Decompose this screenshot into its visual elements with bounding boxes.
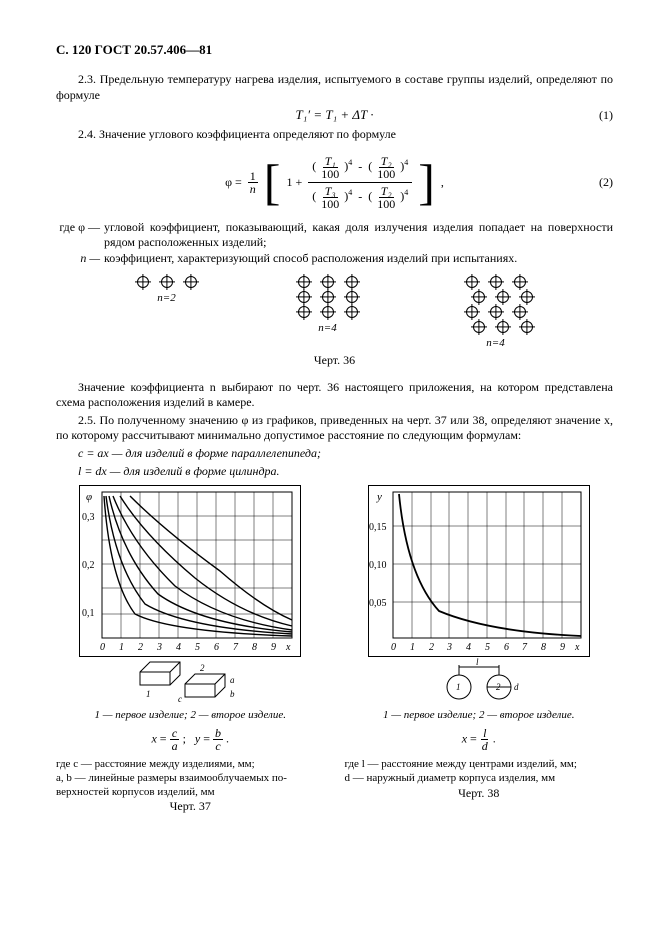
svg-text:x: x: [285, 642, 291, 653]
svg-text:4: 4: [466, 642, 471, 653]
eq2-one: 1 +: [286, 175, 302, 190]
svg-text:0,2: 0,2: [82, 560, 95, 571]
bullet-2: l = dx — для изделий в форме цилиндра.: [56, 464, 613, 480]
svg-text:4: 4: [176, 642, 181, 653]
def-n-label: n —: [56, 251, 104, 267]
def-phi-label: где φ —: [56, 220, 104, 251]
paragraph-2-5: 2.5. По полученному значению φ из график…: [56, 413, 613, 444]
paragraph-2-4: 2.4. Значение углового коэффициента опре…: [56, 127, 613, 143]
svg-text:l: l: [476, 657, 479, 667]
svg-text:0,3: 0,3: [82, 512, 95, 523]
page-header: С. 120 ГОСТ 20.57.406—81: [56, 42, 613, 58]
equation-2: φ = 1 n [ 1 + ( T₁100 )4 - ( T₂100 )4 ( …: [56, 153, 613, 212]
caption-37-pair: 1 — первое изделие; 2 — второе изделие.: [95, 709, 287, 721]
svg-text:1: 1: [119, 642, 124, 653]
def-phi-text: угловой коэффициент, показывающий, какая…: [104, 220, 613, 251]
svg-text:8: 8: [541, 642, 546, 653]
svg-text:6: 6: [504, 642, 509, 653]
figure-37-caption: Черт. 37: [170, 799, 211, 814]
svg-text:2: 2: [138, 642, 143, 653]
svg-text:1: 1: [146, 689, 151, 699]
svg-text:x: x: [574, 642, 580, 653]
figure-36-caption: Черт. 36: [56, 353, 613, 368]
svg-text:0,10: 0,10: [369, 560, 387, 571]
chart-37: φ 0,3 0,2 0,1 0 1 2 3 4 5 6 7 8 9x: [79, 485, 301, 657]
svg-text:2: 2: [200, 663, 205, 673]
eq1-number: (1): [599, 108, 613, 123]
svg-text:0,05: 0,05: [369, 598, 387, 609]
caption-38-pair: 1 — первое изделие; 2 — второе изделие.: [383, 709, 575, 721]
eq2-number: (2): [599, 175, 613, 190]
cluster-n4-grid: n=4: [297, 275, 359, 349]
def-n-text: коэффициент, характеризующий способ расп…: [104, 251, 613, 267]
diagram-37: 1 2 ab c: [130, 657, 250, 707]
svg-text:2: 2: [429, 642, 434, 653]
svg-text:3: 3: [156, 642, 162, 653]
chart-38: y 0,15 0,10 0,05 0 1 2 3 4 5 6 7 8 9x: [368, 485, 590, 657]
eq2-fraction: ( T₁100 )4 - ( T₂100 )4 ( T₃100 )4 - ( T…: [308, 153, 412, 212]
eq2-phi: φ =: [225, 175, 242, 190]
bracket-left-icon: [: [264, 157, 281, 207]
where-37: где c — расстояние между изделиями, мм; …: [56, 758, 325, 799]
svg-text:8: 8: [252, 642, 257, 653]
svg-text:a: a: [230, 675, 235, 685]
where-38: где l — расстояние между центрами издели…: [345, 758, 614, 786]
svg-text:0,1: 0,1: [82, 608, 95, 619]
paragraph-note: Значение коэффициента n выбирают по черт…: [56, 380, 613, 411]
svg-text:y: y: [376, 491, 382, 503]
svg-text:0,15: 0,15: [369, 522, 387, 533]
equation-38: x = ld .: [462, 727, 496, 752]
svg-text:9: 9: [560, 642, 565, 653]
bullet-1: c = ax — для изделий в форме параллелепи…: [56, 446, 613, 462]
figure-36-diagram: n=2 n=4 n=4: [86, 275, 583, 349]
svg-text:c: c: [178, 694, 182, 704]
figure-38-caption: Черт. 38: [458, 786, 499, 801]
svg-text:7: 7: [233, 642, 239, 653]
svg-text:5: 5: [195, 642, 200, 653]
definitions: где φ — угловой коэффициент, показывающи…: [56, 220, 613, 267]
eq2-one-over-n: 1 n: [248, 170, 258, 195]
eq1-text: T₁′ = T₁ + ΔT ·: [295, 107, 373, 123]
column-fig37: φ 0,3 0,2 0,1 0 1 2 3 4 5 6 7 8 9x 1 2: [56, 485, 325, 814]
svg-text:3: 3: [446, 642, 452, 653]
svg-text:0: 0: [100, 642, 105, 653]
cluster-n2: n=2: [136, 275, 198, 349]
svg-text:7: 7: [522, 642, 528, 653]
svg-text:1: 1: [456, 682, 461, 692]
cluster-n4-hex: n=4: [458, 275, 534, 349]
equation-1: T₁′ = T₁ + ΔT · (1): [56, 107, 613, 123]
svg-text:d: d: [514, 682, 519, 692]
two-column-figures: φ 0,3 0,2 0,1 012 345 678 9x 12: [56, 485, 613, 814]
bracket-right-icon: ]: [418, 157, 435, 207]
column-fig38: y 0,15 0,10 0,05 0 1 2 3 4 5 6 7 8 9x l 1 2: [345, 485, 614, 814]
svg-text:b: b: [230, 689, 235, 699]
svg-text:1: 1: [410, 642, 415, 653]
eq2-comma: ,: [441, 175, 444, 190]
paragraph-2-3: 2.3. Предельную температуру нагрева изде…: [56, 72, 613, 103]
svg-text:0: 0: [391, 642, 396, 653]
svg-text:φ: φ: [86, 491, 92, 503]
svg-text:9: 9: [271, 642, 276, 653]
equation-37: x = ca ; y = bc .: [151, 727, 229, 752]
svg-text:5: 5: [485, 642, 490, 653]
svg-text:6: 6: [214, 642, 219, 653]
svg-text:2: 2: [496, 682, 501, 692]
diagram-38: l 1 2 d: [414, 657, 544, 707]
